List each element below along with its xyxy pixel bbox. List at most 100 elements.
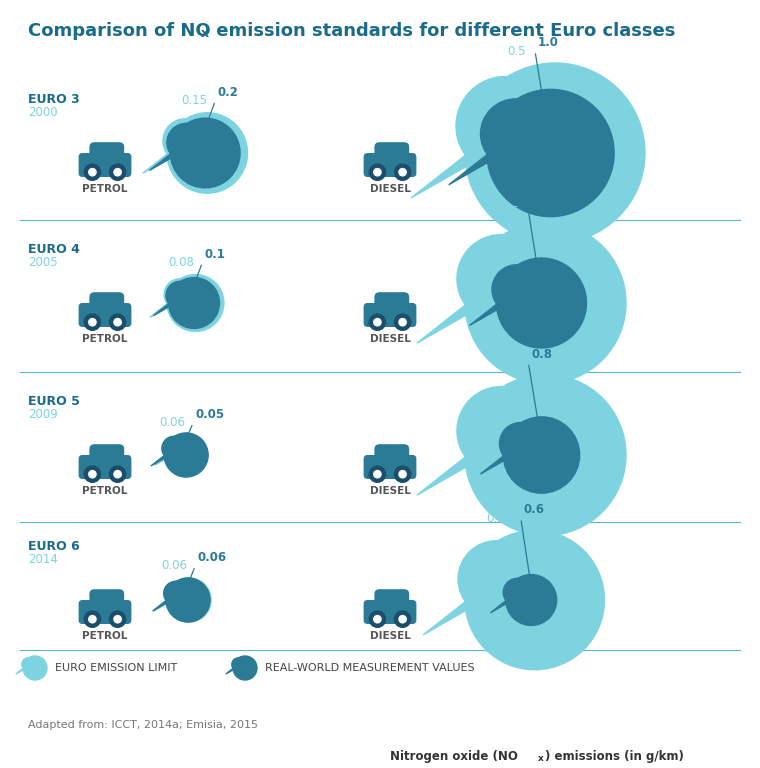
Circle shape [374,471,381,478]
FancyBboxPatch shape [375,142,409,163]
Circle shape [465,530,604,670]
Circle shape [84,314,100,330]
Polygon shape [150,302,169,317]
Text: Comparison of NO: Comparison of NO [28,22,211,40]
FancyBboxPatch shape [90,444,124,465]
Circle shape [496,258,587,348]
Text: 0.25: 0.25 [493,204,519,217]
Text: DIESEL: DIESEL [369,334,410,344]
Circle shape [165,438,187,460]
Circle shape [165,581,189,605]
Circle shape [84,611,100,627]
Circle shape [109,611,125,627]
Text: 0.05: 0.05 [195,408,224,421]
Text: 0.08: 0.08 [486,512,511,525]
Circle shape [399,616,407,623]
Circle shape [84,164,100,180]
FancyBboxPatch shape [90,589,124,610]
Text: 2005: 2005 [28,256,58,269]
FancyBboxPatch shape [363,303,416,327]
Text: EURO EMISSION LIMIT: EURO EMISSION LIMIT [55,663,177,673]
Text: PETROL: PETROL [82,486,128,496]
Circle shape [505,574,556,625]
Circle shape [164,433,208,477]
Circle shape [233,656,257,680]
Text: DIESEL: DIESEL [369,486,410,496]
Polygon shape [150,454,166,466]
Circle shape [167,274,224,332]
Circle shape [503,578,531,607]
Polygon shape [411,148,474,198]
Circle shape [166,578,210,622]
Circle shape [399,319,407,326]
Circle shape [492,265,541,314]
FancyBboxPatch shape [363,153,416,177]
Circle shape [503,417,580,493]
Text: 0.8: 0.8 [531,196,553,208]
Polygon shape [423,597,472,635]
Circle shape [163,581,188,605]
Text: Adapted from: ICCT, 2014a; Emisia, 2015: Adapted from: ICCT, 2014a; Emisia, 2015 [28,720,258,730]
Text: 2014: 2014 [28,553,58,566]
Circle shape [394,164,410,180]
Circle shape [374,168,381,176]
FancyBboxPatch shape [363,600,416,624]
Circle shape [487,89,614,217]
Circle shape [22,658,35,671]
Polygon shape [490,599,508,613]
Circle shape [89,471,96,478]
Text: 0.06: 0.06 [198,551,226,564]
Circle shape [399,471,407,478]
Polygon shape [416,451,473,495]
Polygon shape [154,302,171,316]
Circle shape [394,611,410,627]
Text: EURO 3: EURO 3 [28,93,80,106]
FancyBboxPatch shape [363,455,416,479]
Polygon shape [150,151,174,170]
Circle shape [84,466,100,482]
Text: x: x [201,27,209,40]
Text: EURO 4: EURO 4 [28,243,80,256]
Text: REAL-WORLD MEASUREMENT VALUES: REAL-WORLD MEASUREMENT VALUES [265,663,475,673]
Circle shape [167,578,211,622]
Circle shape [394,466,410,482]
FancyBboxPatch shape [375,444,409,465]
Text: Nitrogen oxide (NO: Nitrogen oxide (NO [390,750,518,763]
Circle shape [465,63,645,243]
Text: 0.1: 0.1 [204,247,225,260]
Circle shape [465,223,626,383]
Polygon shape [16,667,24,674]
Text: x: x [538,754,543,763]
Circle shape [162,436,186,461]
Circle shape [89,616,96,623]
Text: 0.8: 0.8 [531,347,553,360]
FancyBboxPatch shape [78,153,131,177]
Polygon shape [480,453,507,474]
Circle shape [23,656,47,680]
Circle shape [374,319,381,326]
Text: 0.15: 0.15 [182,94,207,107]
Polygon shape [470,301,501,326]
Circle shape [499,422,541,465]
Text: PETROL: PETROL [82,631,128,641]
Circle shape [109,466,125,482]
Polygon shape [226,667,234,674]
Text: EURO 6: EURO 6 [28,540,80,553]
Text: EURO 5: EURO 5 [28,395,80,408]
Circle shape [394,314,410,330]
Polygon shape [448,150,493,185]
Circle shape [369,314,385,330]
Polygon shape [153,599,168,611]
Text: ) emissions (in g/km): ) emissions (in g/km) [545,750,684,763]
FancyBboxPatch shape [78,600,131,624]
Circle shape [89,319,96,326]
Text: 0.5: 0.5 [508,45,526,58]
Text: 0.06: 0.06 [161,559,187,572]
FancyBboxPatch shape [78,303,131,327]
Text: 0.2: 0.2 [217,86,238,99]
Circle shape [163,119,207,163]
Text: PETROL: PETROL [82,334,128,344]
Text: 0.08: 0.08 [169,256,195,269]
Circle shape [399,168,407,176]
Circle shape [164,279,195,310]
